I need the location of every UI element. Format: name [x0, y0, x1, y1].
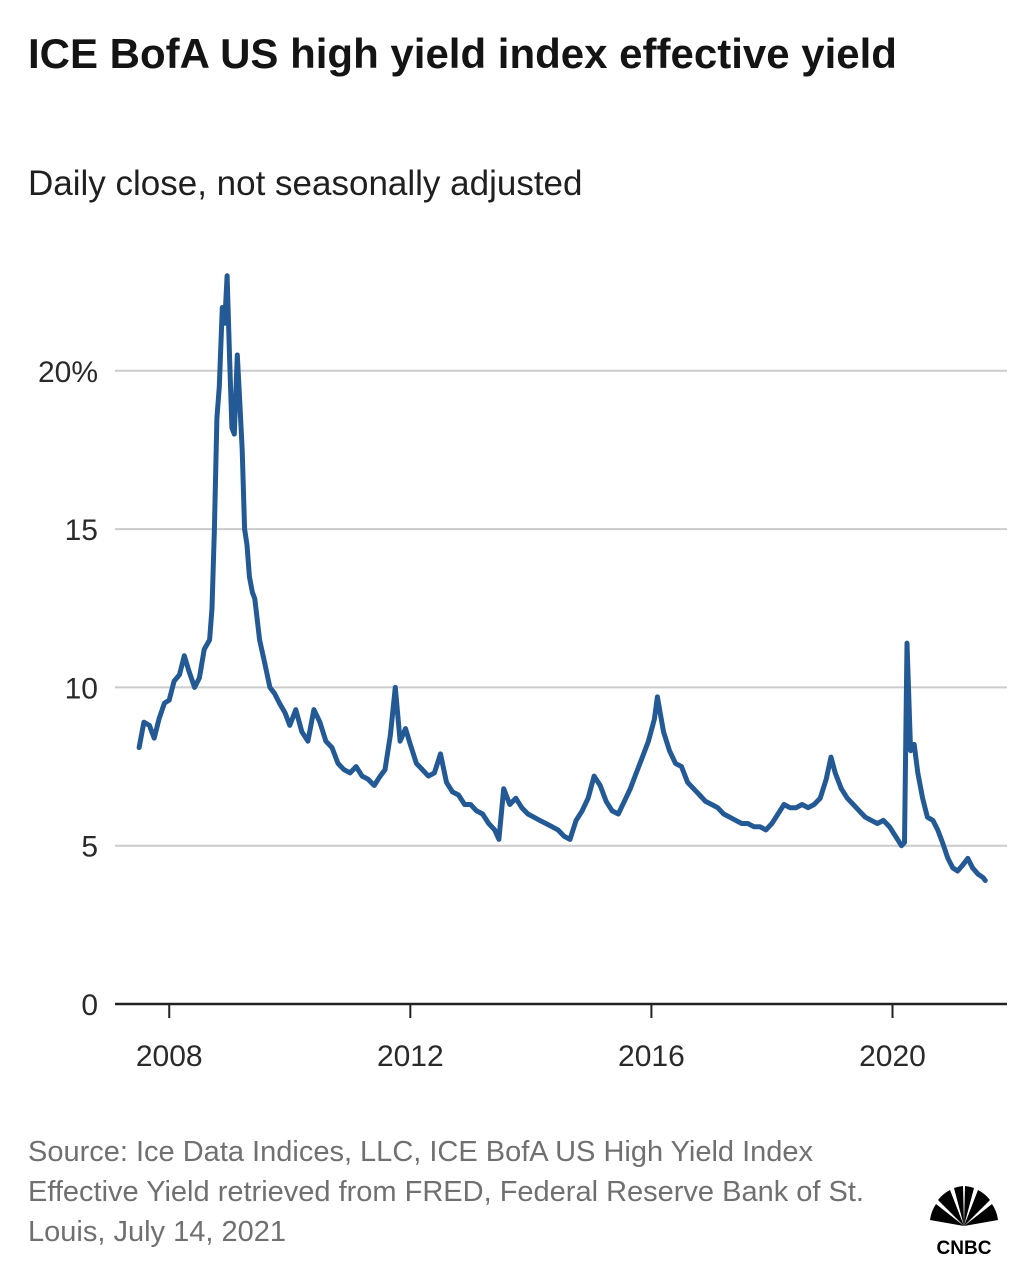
y-tick-label: 0: [81, 989, 98, 1022]
source-note: Source: Ice Data Indices, LLC, ICE BofA …: [28, 1136, 864, 1248]
peacock-feathers: [930, 1186, 998, 1226]
x-axis: 2008 2012 2016 2020: [115, 1002, 1007, 1073]
series-layer: [136, 273, 988, 883]
y-tick-label: 20%: [38, 356, 98, 389]
x-tick-label: 2008: [136, 1040, 203, 1073]
x-tick-label: 2012: [377, 1040, 444, 1073]
chart-title: ICE BofA US high yield index effective y…: [28, 30, 897, 77]
cnbc-peacock-logo: CNBC: [930, 1186, 998, 1259]
y-tick-label: 10: [65, 672, 98, 705]
line-chart: 0 5 10 15 20% 2008 2012 2016 2020: [38, 273, 1007, 1073]
x-tick-label: 2020: [859, 1040, 926, 1073]
y-tick-label: 15: [65, 514, 98, 547]
y-tick-label: 5: [81, 831, 98, 864]
series-line: [136, 273, 988, 883]
cnbc-wordmark: CNBC: [937, 1238, 992, 1259]
y-axis-labels: 0 5 10 15 20%: [38, 356, 98, 1022]
grid-lines: [115, 369, 1007, 847]
chart-subtitle: Daily close, not seasonally adjusted: [28, 164, 583, 203]
x-tick-label: 2016: [618, 1040, 685, 1073]
